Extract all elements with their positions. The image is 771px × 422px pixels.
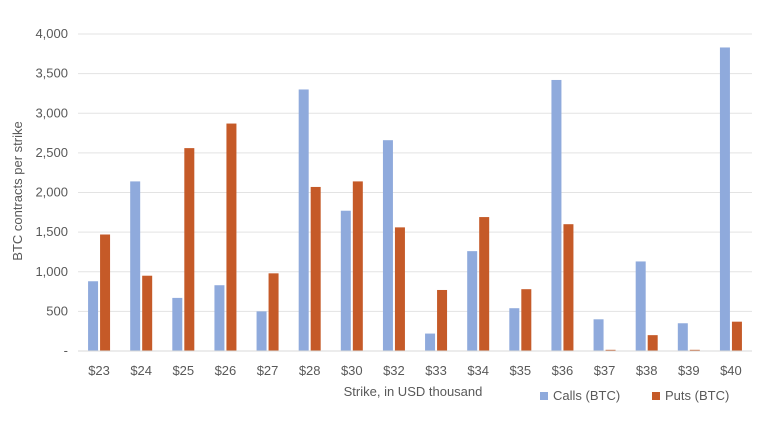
x-tick-label: $33 — [425, 363, 447, 378]
y-tick-label: - — [64, 343, 68, 358]
bar-puts — [605, 349, 616, 351]
gridlines — [78, 33, 752, 312]
x-tick-label: $24 — [130, 363, 152, 378]
legend: Calls (BTC) Puts (BTC) — [540, 388, 729, 403]
bar-calls — [677, 323, 688, 351]
legend-swatch — [652, 392, 660, 400]
x-tick-label: $39 — [678, 363, 700, 378]
bar-puts — [184, 148, 195, 351]
x-tick-label: $32 — [383, 363, 405, 378]
bar-calls — [214, 285, 225, 351]
bars — [88, 47, 742, 352]
bar-calls — [130, 181, 141, 351]
bar-puts — [479, 217, 490, 351]
x-axis-ticks: $23 $24 $25 $26 $27 $28 $30 $32 $33 $34 $35 $36 $37 $… — [88, 363, 742, 378]
x-tick-label: $30 — [341, 363, 363, 378]
bar-puts — [394, 227, 405, 351]
y-axis-title: BTC contracts per strike — [10, 121, 25, 260]
x-tick-label: $37 — [594, 363, 616, 378]
bar-puts — [352, 181, 363, 351]
bar-puts — [689, 349, 700, 351]
x-tick-label: $38 — [636, 363, 658, 378]
y-tick-label: 2,000 — [35, 185, 68, 200]
y-tick-label: 4,000 — [35, 26, 68, 41]
bar-puts — [521, 289, 532, 351]
legend-label: Puts (BTC) — [665, 388, 729, 403]
bar-puts — [226, 123, 237, 352]
y-tick-label: 500 — [46, 303, 68, 318]
bar-puts — [268, 273, 279, 351]
x-tick-label: $34 — [467, 363, 489, 378]
bar-calls — [425, 333, 436, 351]
bar-calls — [467, 251, 478, 351]
bar-calls — [719, 47, 730, 351]
bar-puts — [100, 234, 111, 351]
y-tick-label: 2,500 — [35, 145, 68, 160]
bar-calls — [635, 261, 646, 351]
bar-puts — [142, 275, 153, 351]
bar-calls — [172, 297, 183, 351]
y-tick-label: 3,500 — [35, 66, 68, 81]
x-tick-label: $26 — [215, 363, 237, 378]
bar-calls — [551, 79, 562, 351]
y-tick-label: 3,000 — [35, 105, 68, 120]
bar-calls — [593, 319, 604, 351]
y-tick-label: 1,500 — [35, 224, 68, 239]
legend-swatch — [540, 392, 548, 400]
x-tick-label: $23 — [88, 363, 110, 378]
bar-puts — [310, 186, 321, 351]
x-tick-label: $36 — [552, 363, 574, 378]
legend-label: Calls (BTC) — [553, 388, 620, 403]
bar-puts — [437, 289, 448, 351]
bar-calls — [88, 281, 99, 351]
bar-calls — [382, 140, 393, 351]
x-tick-label: $35 — [509, 363, 531, 378]
y-axis-ticks: - 500 1,000 1,500 2,000 2,500 3,000 3,500 4,000 — [35, 26, 68, 358]
bar-calls — [256, 311, 267, 351]
x-tick-label: $27 — [257, 363, 279, 378]
y-tick-label: 1,000 — [35, 264, 68, 279]
bar-puts — [731, 321, 742, 351]
x-axis-title: Strike, in USD thousand — [344, 384, 483, 399]
bar-puts — [563, 224, 574, 351]
x-tick-label: $25 — [172, 363, 194, 378]
bar-calls — [340, 210, 351, 351]
x-tick-label: $40 — [720, 363, 742, 378]
bar-calls — [298, 89, 309, 351]
x-tick-label: $28 — [299, 363, 321, 378]
bar-calls — [509, 308, 520, 351]
bar-puts — [647, 335, 658, 351]
